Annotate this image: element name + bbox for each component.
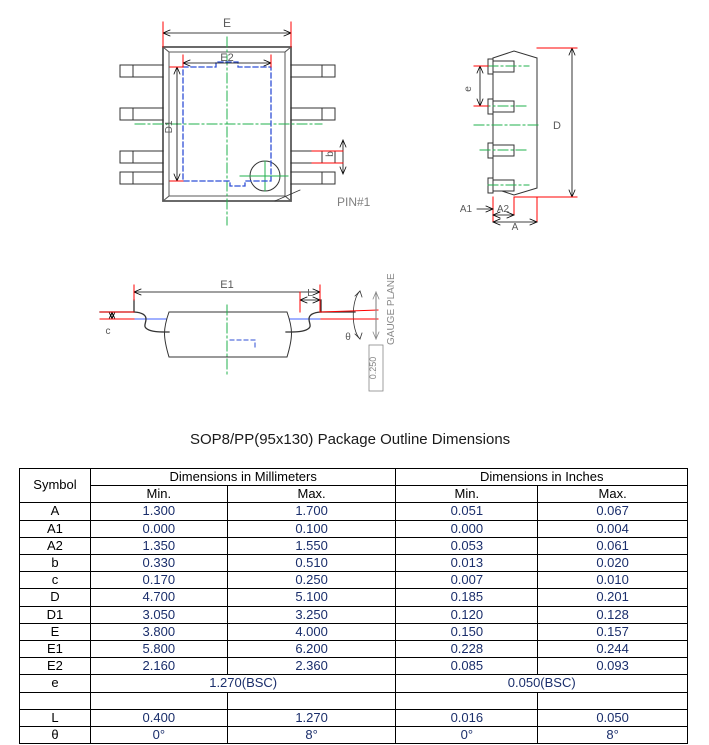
svg-text:PIN#1: PIN#1 bbox=[337, 195, 371, 209]
svg-text:e: e bbox=[463, 86, 474, 92]
svg-text:A2: A2 bbox=[497, 204, 510, 215]
svg-text:A1: A1 bbox=[460, 204, 473, 215]
svg-text:D: D bbox=[553, 120, 561, 132]
svg-text:L: L bbox=[307, 288, 313, 299]
svg-text:θ: θ bbox=[345, 332, 351, 343]
svg-text:E2: E2 bbox=[220, 52, 233, 64]
svg-text:SOP8/PP(95x130) Package Outlin: SOP8/PP(95x130) Package Outline Dimensio… bbox=[190, 431, 510, 448]
svg-text:b: b bbox=[325, 151, 336, 157]
svg-text:GAUGE PLANE: GAUGE PLANE bbox=[386, 273, 397, 345]
svg-text:E: E bbox=[223, 16, 231, 30]
svg-text:D1: D1 bbox=[164, 120, 175, 133]
svg-text:A: A bbox=[512, 222, 519, 233]
svg-text:E1: E1 bbox=[220, 279, 233, 291]
svg-text:0.250: 0.250 bbox=[368, 357, 378, 380]
svg-text:c: c bbox=[106, 326, 111, 337]
